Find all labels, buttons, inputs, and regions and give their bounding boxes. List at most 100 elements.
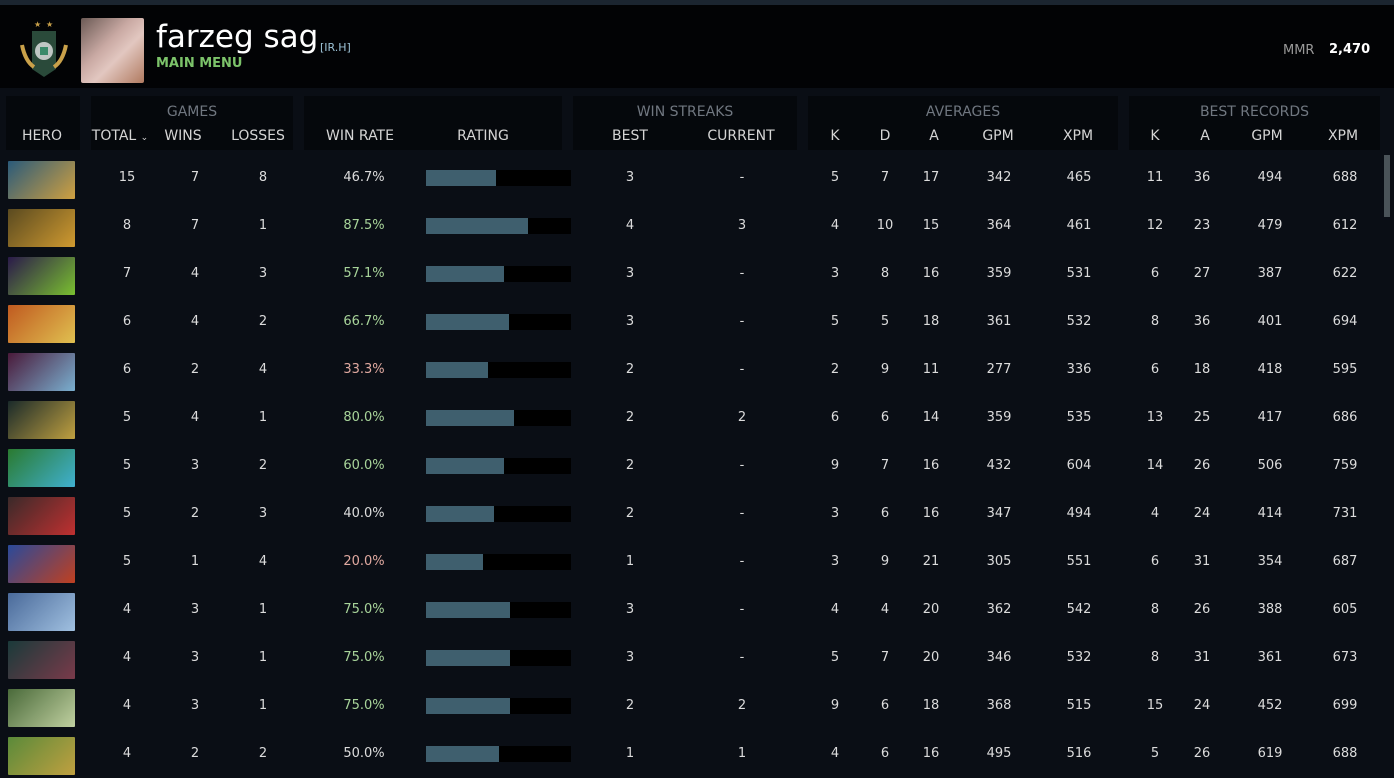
col-best-streak[interactable]: BEST <box>612 128 648 144</box>
cell-d: 9 <box>880 362 890 377</box>
table-row[interactable]: 15 7 8 46.7% 3 - 5 7 17 342 465 11 36 494 688 <box>0 154 1380 202</box>
col-rating[interactable]: RATING <box>457 128 509 144</box>
rating-bar <box>426 602 571 618</box>
cell-gpm: 361 <box>986 314 1012 329</box>
col-avg-k[interactable]: K <box>830 128 840 144</box>
table-row[interactable]: 8 7 1 87.5% 4 3 4 10 15 364 461 12 23 479 612 <box>0 202 1380 250</box>
cell-k: 5 <box>830 170 840 185</box>
cell-ba: 26 <box>1193 746 1211 761</box>
hero-portrait[interactable] <box>8 737 75 775</box>
cell-k: 4 <box>830 602 840 617</box>
cell-win-rate: 20.0% <box>343 554 385 569</box>
scrollbar[interactable] <box>1384 155 1390 217</box>
hero-portrait[interactable] <box>8 497 75 535</box>
mmr-label: MMR <box>1283 43 1315 58</box>
table-row[interactable]: 5 4 1 80.0% 2 2 6 6 14 359 535 13 25 417 686 <box>0 394 1380 442</box>
table-row[interactable]: 4 3 1 75.0% 2 2 9 6 18 368 515 15 24 452 699 <box>0 682 1380 730</box>
cell-bxpm: 694 <box>1332 314 1358 329</box>
cell-wins: 3 <box>190 650 200 665</box>
col-avg-a[interactable]: A <box>929 128 939 144</box>
col-current-streak[interactable]: CURRENT <box>707 128 775 144</box>
cell-current: - <box>739 266 745 281</box>
hero-portrait[interactable] <box>8 305 75 343</box>
cell-k: 4 <box>830 746 840 761</box>
col-avg-xpm[interactable]: XPM <box>1062 128 1094 144</box>
cell-wins: 4 <box>190 314 200 329</box>
cell-d: 6 <box>880 506 890 521</box>
hero-portrait[interactable] <box>8 401 75 439</box>
hero-portrait[interactable] <box>8 689 75 727</box>
avatar[interactable] <box>81 18 144 83</box>
cell-a: 15 <box>922 218 940 233</box>
cell-d: 8 <box>880 266 890 281</box>
cell-bxpm: 699 <box>1332 698 1358 713</box>
cell-best: 1 <box>625 554 635 569</box>
col-best-k[interactable]: K <box>1150 128 1160 144</box>
table-row[interactable]: 4 3 1 75.0% 3-5 7 20 346 532 8 31 361 673 <box>0 634 1380 682</box>
col-win-rate[interactable]: WIN RATE <box>326 128 394 144</box>
rating-bar-fill <box>426 170 496 186</box>
col-best-xpm[interactable]: XPM <box>1327 128 1359 144</box>
hero-portrait[interactable] <box>8 449 75 487</box>
cell-bxpm: 731 <box>1332 506 1358 521</box>
table-row[interactable]: 5 3 2 60.0% 2 - 9 7 16 432 604 14 26 506 759 <box>0 442 1380 490</box>
table-row[interactable]: 7 4 3 57.1% 3 - 3 8 16 359 531 6 27 387 622 <box>0 250 1380 298</box>
cell-xpm: 516 <box>1066 746 1092 761</box>
cell-d: 5 <box>880 314 890 329</box>
col-wins[interactable]: WINS <box>164 128 202 144</box>
table-row[interactable]: 6 4 2 66.7% 3 - 5 5 18 361 532 8 36 401 694 <box>0 298 1380 346</box>
cell-total: 5 <box>122 458 132 473</box>
cell-total: 6 <box>122 314 132 329</box>
hero-portrait[interactable] <box>8 545 75 583</box>
player-name: farzeg sag <box>156 19 319 55</box>
hero-portrait[interactable] <box>8 353 75 391</box>
main-menu-link[interactable]: MAIN MENU <box>156 56 243 71</box>
rating-bar <box>426 506 571 522</box>
cell-win-rate: 66.7% <box>343 314 385 329</box>
cell-wins: 7 <box>190 170 200 185</box>
cell-xpm: 535 <box>1066 410 1092 425</box>
hero-portrait[interactable] <box>8 593 75 631</box>
col-losses[interactable]: LOSSES <box>231 128 285 144</box>
cell-bgpm: 494 <box>1257 170 1283 185</box>
hero-portrait[interactable] <box>8 161 75 199</box>
cell-bxpm: 673 <box>1332 650 1358 665</box>
rating-bar <box>426 362 571 378</box>
cell-d: 9 <box>880 554 890 569</box>
rating-bar <box>426 554 571 570</box>
cell-ba: 36 <box>1193 170 1211 185</box>
hero-portrait[interactable] <box>8 209 75 247</box>
cell-best: 1 <box>625 746 635 761</box>
rating-bar-fill <box>426 362 489 378</box>
cell-a: 14 <box>922 410 940 425</box>
col-total[interactable]: TOTAL ⌄ <box>75 128 165 144</box>
cell-losses: 4 <box>258 362 268 377</box>
col-hero[interactable]: HERO <box>21 128 63 144</box>
rank-medal-icon: ★ ★ <box>20 20 68 77</box>
hero-portrait[interactable] <box>8 641 75 679</box>
cell-current: 1 <box>737 746 747 761</box>
table-row[interactable]: 5 2 3 40.0% 2 - 3 6 16 347 494 4 24 414 731 <box>0 490 1380 538</box>
table-row[interactable]: 6 2 4 33.3% 2 - 2 9 11 277 336 6 18 418 595 <box>0 346 1380 394</box>
rating-bar-fill <box>426 506 495 522</box>
col-avg-gpm[interactable]: GPM <box>982 128 1014 144</box>
col-avg-d[interactable]: D <box>879 128 891 144</box>
col-total-label: TOTAL <box>91 128 137 144</box>
cell-d: 6 <box>880 746 890 761</box>
cell-xpm: 494 <box>1066 506 1092 521</box>
cell-k: 3 <box>830 554 840 569</box>
cell-a: 16 <box>922 458 940 473</box>
cell-bxpm: 622 <box>1332 266 1358 281</box>
table-row[interactable]: 5 1 4 20.0% 1 - 3 9 21 305 551 6 31 354 687 <box>0 538 1380 586</box>
hero-group <box>6 96 80 150</box>
col-best-gpm[interactable]: GPM <box>1251 128 1283 144</box>
cell-a: 20 <box>922 650 940 665</box>
table-row[interactable]: 4 2 2 50.0% 1 1 4 6 16 495 516 5 26 619 688 <box>0 730 1380 778</box>
col-best-a[interactable]: A <box>1200 128 1210 144</box>
cell-best: 2 <box>625 458 635 473</box>
cell-ba: 23 <box>1193 218 1211 233</box>
cell-total: 15 <box>118 170 136 185</box>
table-row[interactable]: 4 3 1 75.0% 3 - 4 4 20 362 542 8 26 388 605 <box>0 586 1380 634</box>
hero-portrait[interactable] <box>8 257 75 295</box>
cell-xpm: 542 <box>1066 602 1092 617</box>
